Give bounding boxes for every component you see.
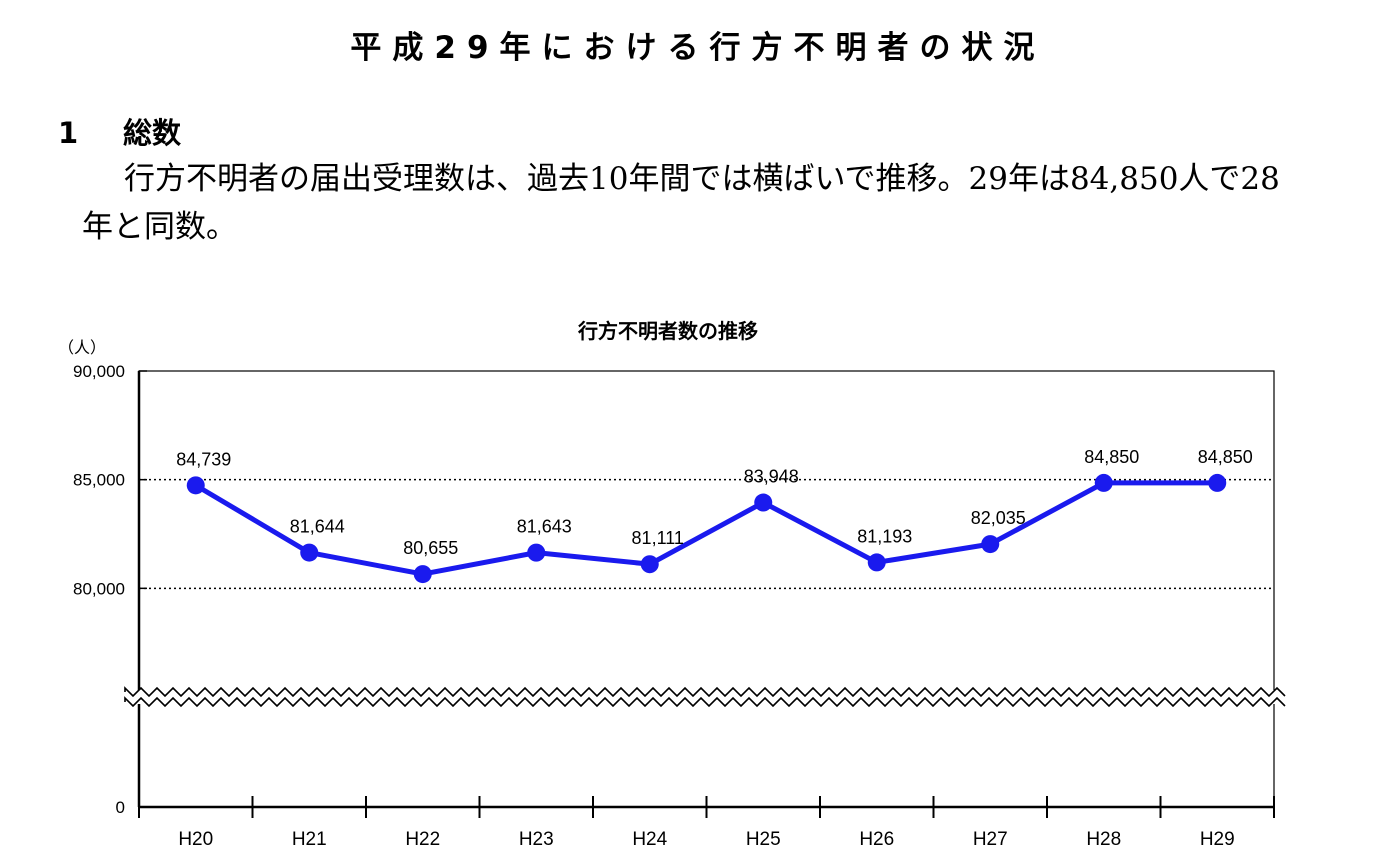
data-label-H20: 84,739 <box>176 449 231 469</box>
data-label-H28: 84,850 <box>1084 447 1139 467</box>
data-label-H27: 82,035 <box>971 508 1026 528</box>
series-line <box>194 480 1218 577</box>
document-title: 平成29年における行方不明者の状況 <box>350 30 1046 66</box>
x-tick-label: H27 <box>973 829 1008 850</box>
data-point-H22 <box>413 565 432 584</box>
data-point-H26 <box>867 553 886 572</box>
data-point-H20 <box>186 476 205 495</box>
summary-paragraph: 行方不明者の届出受理数は、過去10年間では横ばいで推移。29年は84,850人で… <box>82 161 1280 245</box>
data-point-H23 <box>527 543 546 562</box>
x-tick-label: H24 <box>632 829 667 850</box>
data-label-H29: 84,850 <box>1198 447 1253 467</box>
x-tick-label: H25 <box>746 829 781 850</box>
x-tick-label: H29 <box>1200 829 1235 850</box>
data-label-H23: 81,643 <box>517 517 572 537</box>
data-point-H28 <box>1094 473 1113 492</box>
x-tick-label: H22 <box>405 829 440 850</box>
y-tick-label: 80,000 <box>73 579 125 598</box>
x-tick-label: H21 <box>292 829 327 850</box>
y-axis-unit-label: （人） <box>58 339 106 357</box>
y-tick-label: 0 <box>116 798 125 817</box>
x-tick-label: H23 <box>519 829 554 850</box>
data-label-H24: 81,111 <box>632 528 684 548</box>
data-label-H21: 81,644 <box>290 517 345 537</box>
data-point-H27 <box>981 535 1000 554</box>
data-point-H21 <box>300 543 319 562</box>
section-title: 総数 <box>123 116 182 150</box>
x-tick-label: H28 <box>1086 829 1121 850</box>
data-point-H25 <box>754 493 773 512</box>
chart-title: 行方不明者数の推移 <box>577 319 758 343</box>
y-tick-label: 85,000 <box>73 471 125 490</box>
x-tick-label: H26 <box>859 829 894 850</box>
data-point-H24 <box>640 555 659 574</box>
x-tick-label: H20 <box>178 829 213 850</box>
y-tick-label: 90,000 <box>73 362 125 381</box>
data-label-H25: 83,948 <box>744 467 799 487</box>
section-heading: 1 総数 <box>58 110 181 152</box>
axis-break-line-upper <box>124 686 1286 698</box>
section-number: 1 <box>58 116 79 150</box>
axis-break-line-lower <box>124 696 1286 708</box>
data-label-H26: 81,193 <box>857 526 912 546</box>
data-label-H22: 80,655 <box>403 538 458 558</box>
data-point-H29 <box>1208 473 1227 492</box>
